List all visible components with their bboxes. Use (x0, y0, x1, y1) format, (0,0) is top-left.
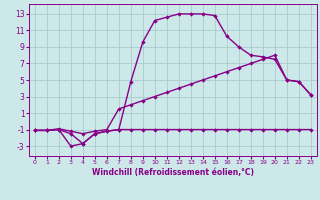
X-axis label: Windchill (Refroidissement éolien,°C): Windchill (Refroidissement éolien,°C) (92, 168, 254, 177)
